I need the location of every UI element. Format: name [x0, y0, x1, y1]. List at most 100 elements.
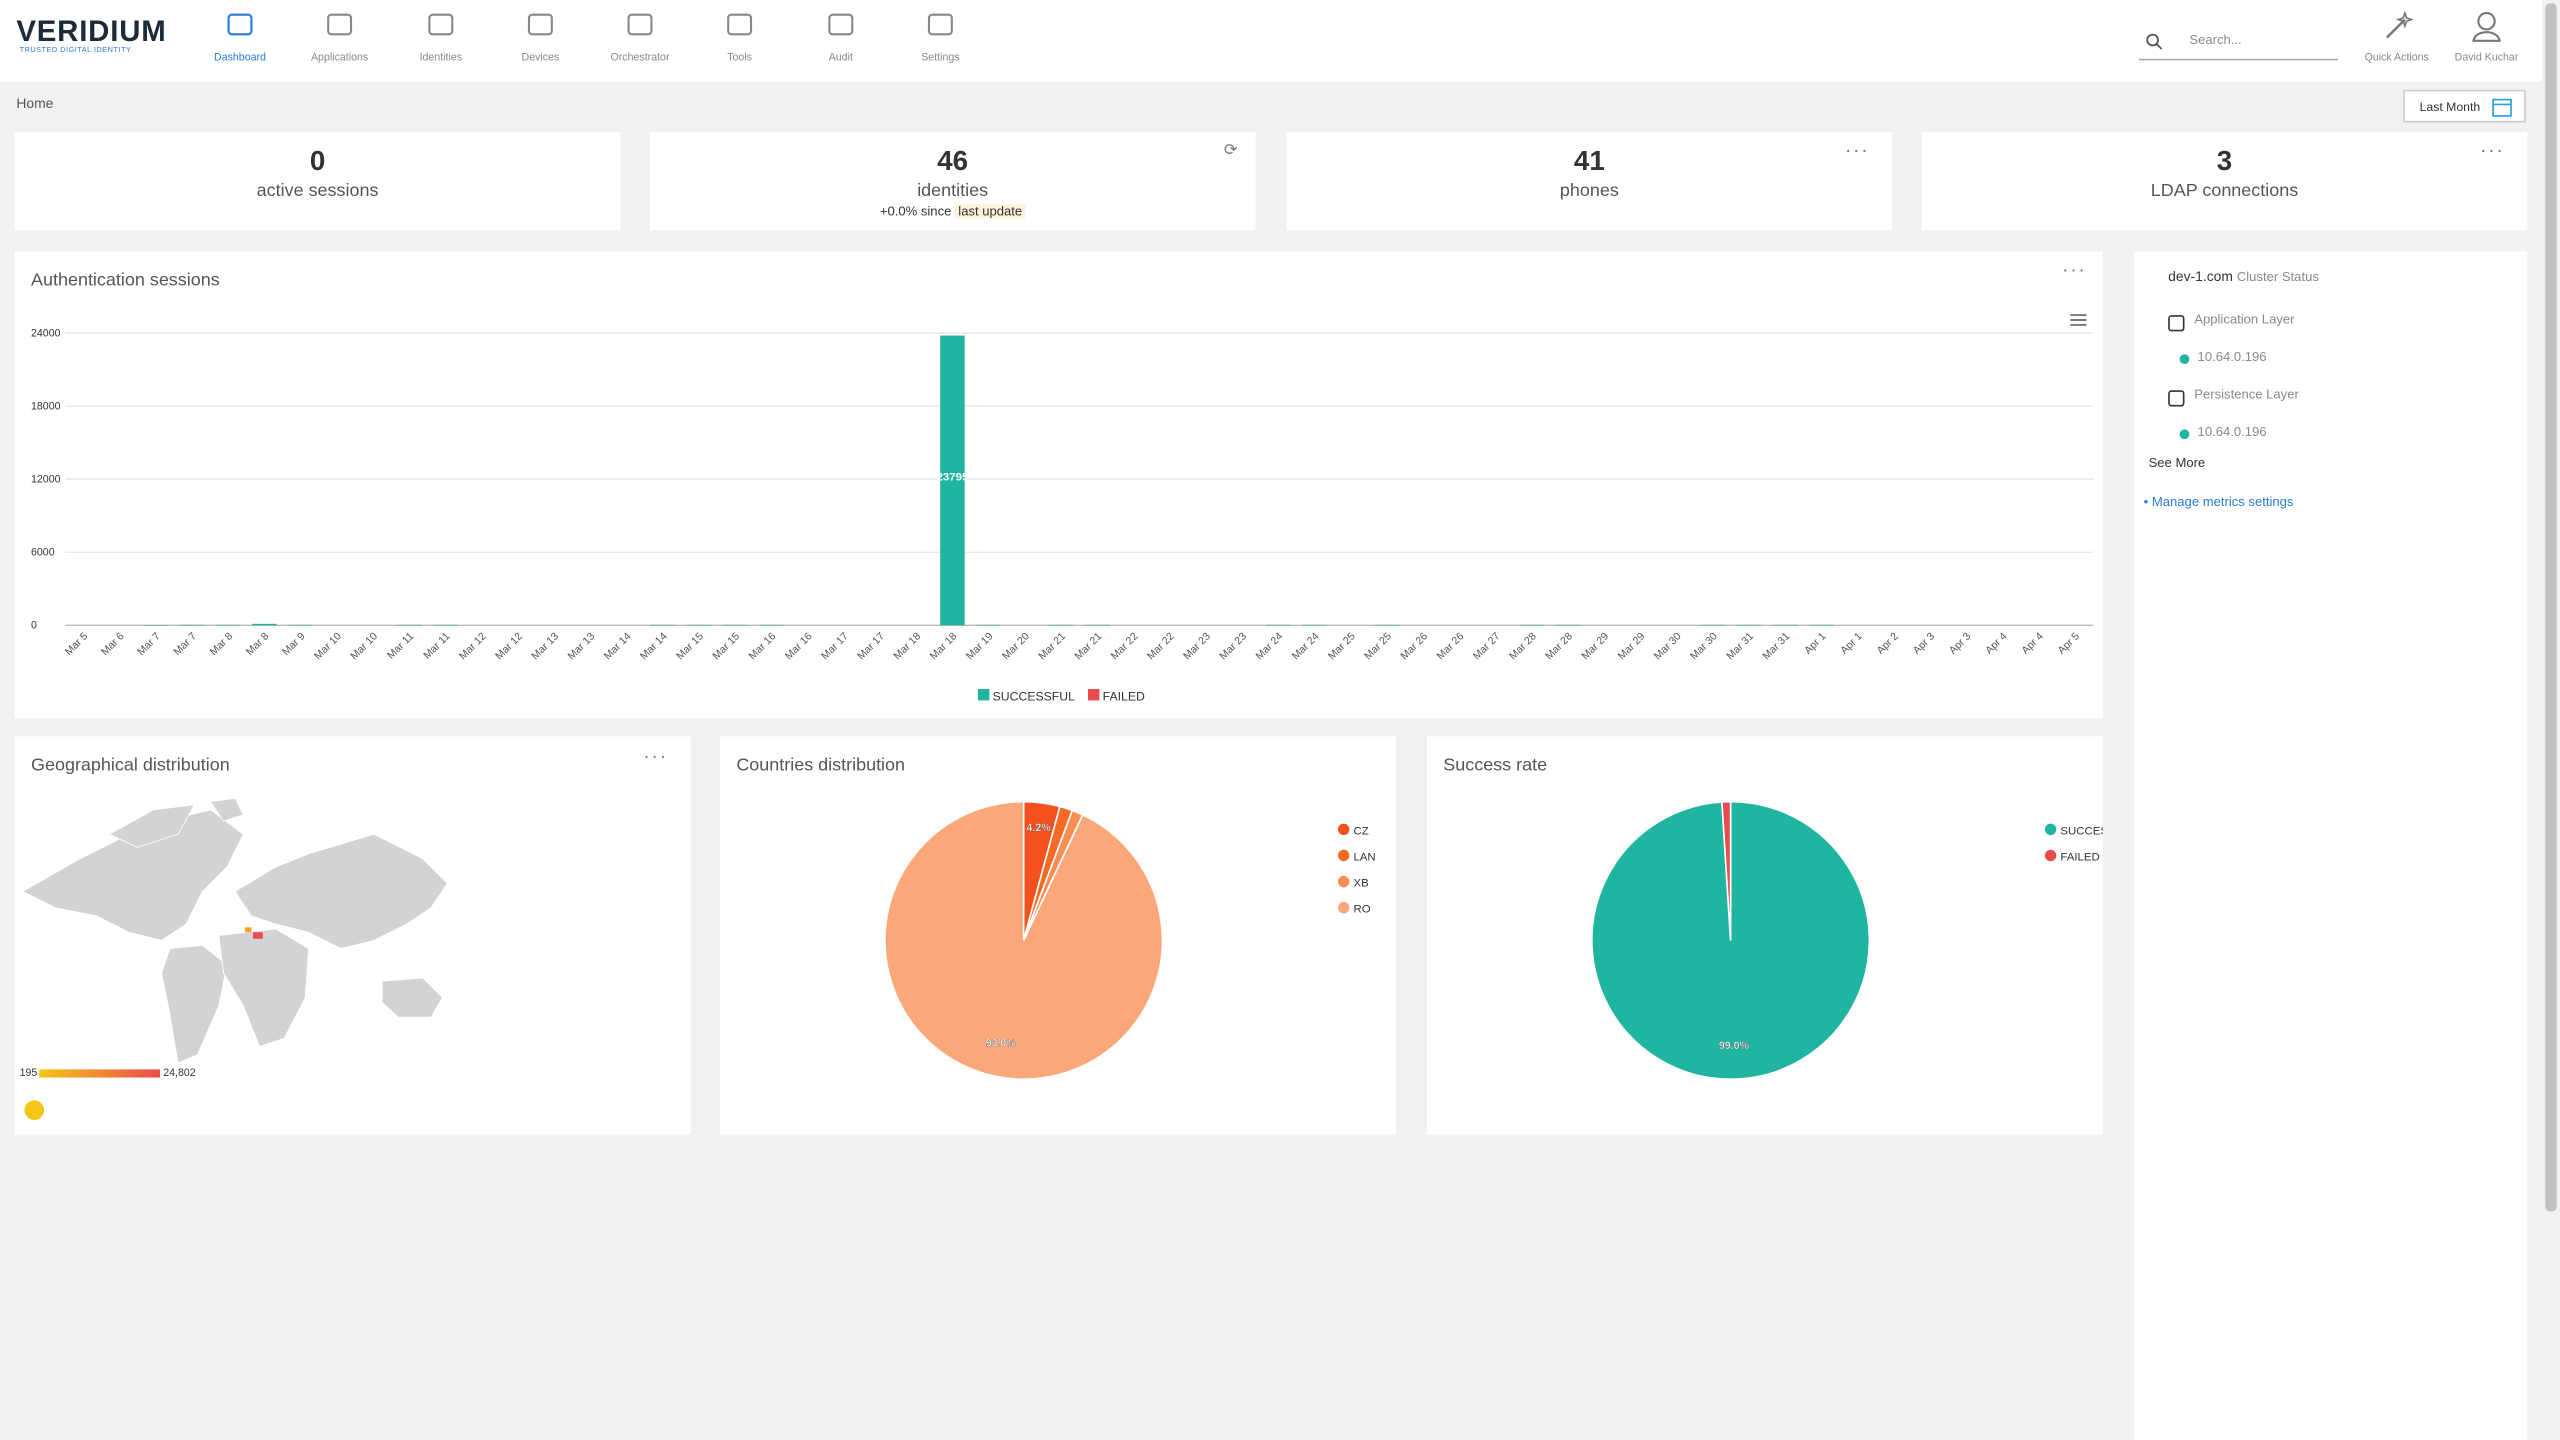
legend-label[interactable]: CZ: [1353, 825, 1368, 837]
layer-icon: [2168, 390, 2185, 407]
legend-label[interactable]: SUCCESSFUL: [993, 689, 1075, 703]
card-menu[interactable]: ···: [1844, 138, 1870, 162]
nav-item[interactable]: Audit: [792, 10, 890, 64]
cluster-heading: dev-1.com Cluster Status: [2168, 268, 2319, 284]
nav-item[interactable]: Settings: [891, 10, 989, 64]
search-icon: [2146, 33, 2163, 50]
x-tick-label: Mar 5: [63, 630, 91, 658]
x-tick-label: Mar 14: [602, 630, 634, 662]
geo-min: 195: [20, 1067, 38, 1079]
legend-label[interactable]: FAILED: [1103, 689, 1145, 703]
scroll-thumb[interactable]: [2545, 3, 2557, 1212]
stat-card: 41 phones ···: [1286, 132, 1893, 231]
legend-label[interactable]: SUCCESSFUL: [2060, 825, 2102, 837]
nav-icon: [727, 13, 753, 36]
nav-item[interactable]: Applications: [291, 10, 389, 64]
card-title: Success rate: [1443, 755, 1548, 776]
nav-item[interactable]: Orchestrator: [591, 10, 689, 64]
date-range-button[interactable]: Last Month: [2403, 89, 2526, 123]
x-tick-label: Mar 11: [385, 630, 416, 661]
node-dot: [2179, 354, 2190, 365]
calendar-icon: [2492, 98, 2512, 117]
change-link[interactable]: last update: [955, 204, 1026, 219]
legend-marker[interactable]: [2044, 849, 2057, 862]
x-tick-label: Mar 13: [529, 630, 561, 662]
top-bar: VERIDIUM TRUSTED DIGITAL IDENTITY Dashbo…: [0, 0, 2560, 82]
breadcrumb[interactable]: Home: [16, 94, 54, 112]
legend-swatch[interactable]: [1087, 688, 1100, 701]
card-menu[interactable]: ···: [2062, 257, 2087, 281]
nav-item[interactable]: Identities: [392, 10, 490, 64]
x-tick-label: Mar 15: [674, 630, 706, 662]
legend-marker[interactable]: [1337, 875, 1350, 888]
card-menu[interactable]: ···: [643, 744, 668, 768]
y-tick-label: 24000: [31, 327, 61, 339]
x-tick-label: Apr 3: [1911, 630, 1937, 656]
x-tick-label: Mar 7: [135, 630, 163, 658]
chart-menu-icon[interactable]: [2070, 313, 2087, 326]
stat-label: identities: [917, 181, 989, 201]
quick-actions-label: Quick Actions: [2364, 52, 2429, 64]
legend-label[interactable]: FAILED: [2060, 851, 2099, 863]
tagline: TRUSTED DIGITAL IDENTITY: [19, 45, 132, 54]
bar-chart: 0 6000 12000 18000 24000 23795 Mar 5 Mar 6 Mar 7…: [31, 327, 2094, 703]
x-tick-label: Mar 10: [312, 630, 344, 662]
data-label: 4.2%: [1027, 822, 1052, 834]
x-tick-label: Mar 23: [1181, 630, 1213, 662]
manage-metrics-text[interactable]: Manage metrics settings: [2151, 494, 2294, 510]
x-tick-label: Mar 8: [244, 630, 272, 658]
quick-actions[interactable]: Quick Actions: [2348, 10, 2446, 64]
stat-label: active sessions: [256, 181, 379, 201]
y-tick-label: 12000: [31, 473, 61, 485]
x-tick-label: Mar 14: [638, 630, 670, 662]
logo[interactable]: VERIDIUM: [16, 14, 167, 48]
geo-card: Geographical distribution ··· 195 24,802: [14, 736, 691, 1135]
nav-item[interactable]: Dashboard: [191, 10, 289, 64]
user-menu[interactable]: David Kuchar: [2438, 10, 2536, 64]
nav-item[interactable]: Devices: [491, 10, 589, 64]
search-box[interactable]: Search...: [2138, 26, 2338, 61]
y-tick-label: 0: [31, 620, 37, 632]
x-tick-label: Mar 28: [1507, 630, 1539, 662]
user-icon: [2472, 11, 2501, 42]
node-ip: 10.64.0.196: [2197, 424, 2267, 440]
refresh-icon[interactable]: ⟳: [1223, 142, 1240, 160]
see-more[interactable]: See More: [2148, 455, 2206, 471]
success-card: Success rate 99.0% SUCCESSFUL FAILED: [1426, 736, 2103, 1135]
legend-marker[interactable]: [1337, 823, 1350, 836]
legend-label[interactable]: LAN: [1353, 851, 1375, 863]
legend-marker[interactable]: [1337, 902, 1350, 914]
stat-card: 0 active sessions: [14, 132, 621, 231]
x-tick-label: Mar 24: [1290, 630, 1322, 662]
bar: [940, 335, 965, 626]
change-text: +0.0% since: [879, 204, 952, 219]
x-tick-label: Mar 31: [1724, 630, 1756, 662]
x-tick-label: Apr 1: [1802, 630, 1828, 656]
x-tick-label: Mar 22: [1109, 630, 1141, 662]
nav-icon: [227, 13, 253, 36]
x-tick-label: Mar 8: [208, 630, 236, 658]
manage-metrics-link[interactable]: • Manage metrics settings: [2143, 494, 2294, 510]
x-tick-label: Mar 26: [1435, 630, 1467, 662]
legend-label[interactable]: RO: [1353, 904, 1370, 916]
pie-chart: 4.2% 93.0% CZ LAN XB RO: [884, 800, 1376, 1080]
card-menu[interactable]: ···: [2480, 138, 2505, 162]
nav-item[interactable]: Tools: [691, 10, 789, 64]
nav-icon: [927, 13, 953, 36]
auth-sessions-card: Authentication sessions ··· 0 6000 12000 18…: [14, 251, 2103, 719]
card-title: Geographical distribution: [31, 755, 230, 776]
node-dot: [2179, 429, 2190, 440]
x-tick-label: Mar 29: [1616, 630, 1648, 662]
x-tick-label: Apr 4: [1983, 630, 2009, 656]
x-tick-label: Apr 5: [2056, 630, 2082, 656]
legend-label[interactable]: XB: [1353, 878, 1368, 890]
x-tick-label: Mar 26: [1398, 630, 1430, 662]
date-range-label: Last Month: [2419, 99, 2481, 115]
cluster-title: Cluster Status: [2236, 269, 2319, 285]
legend-marker[interactable]: [1337, 849, 1350, 862]
scrollbar: [2542, 0, 2560, 1440]
legend-marker[interactable]: [2044, 823, 2057, 836]
legend-swatch[interactable]: [977, 688, 990, 701]
layer-name: Persistence Layer: [2194, 386, 2299, 402]
